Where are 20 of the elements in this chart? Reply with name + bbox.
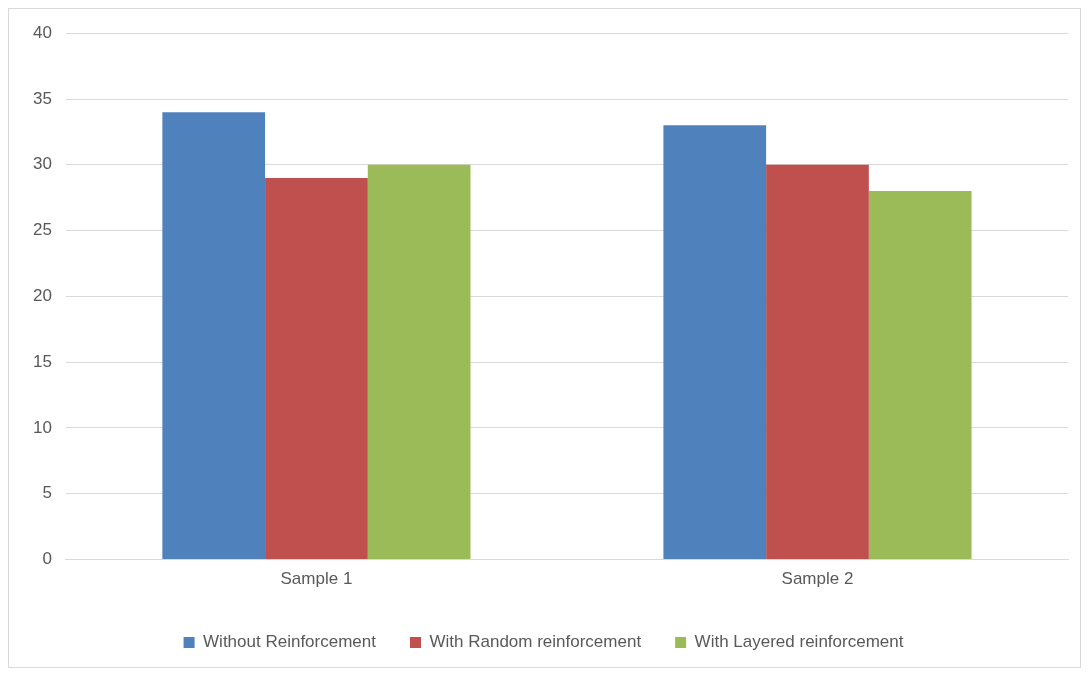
- legend-label: With Random reinforcement: [429, 632, 642, 652]
- bar: [868, 191, 972, 560]
- y-tick-label: 35: [32, 88, 52, 108]
- y-tick-label: 20: [32, 286, 52, 306]
- x-tick-label: Sample 2: [781, 569, 854, 589]
- x-tick-label: Sample 1: [280, 569, 353, 589]
- y-tick-label: 10: [32, 417, 52, 437]
- bar: [663, 125, 767, 560]
- y-tick-label: 15: [32, 351, 52, 371]
- bar: [162, 112, 266, 560]
- y-tick-label: 40: [32, 22, 52, 42]
- y-tick-label: 30: [32, 154, 52, 174]
- y-tick-label: 5: [42, 483, 52, 503]
- legend-label: With Layered reinforcement: [694, 632, 904, 652]
- legend-label: Without Reinforcement: [203, 632, 377, 652]
- y-tick-label: 0: [42, 549, 52, 569]
- bar: [265, 177, 368, 560]
- bar: [766, 164, 869, 560]
- y-tick-label: 25: [32, 220, 52, 240]
- bar: [367, 164, 471, 560]
